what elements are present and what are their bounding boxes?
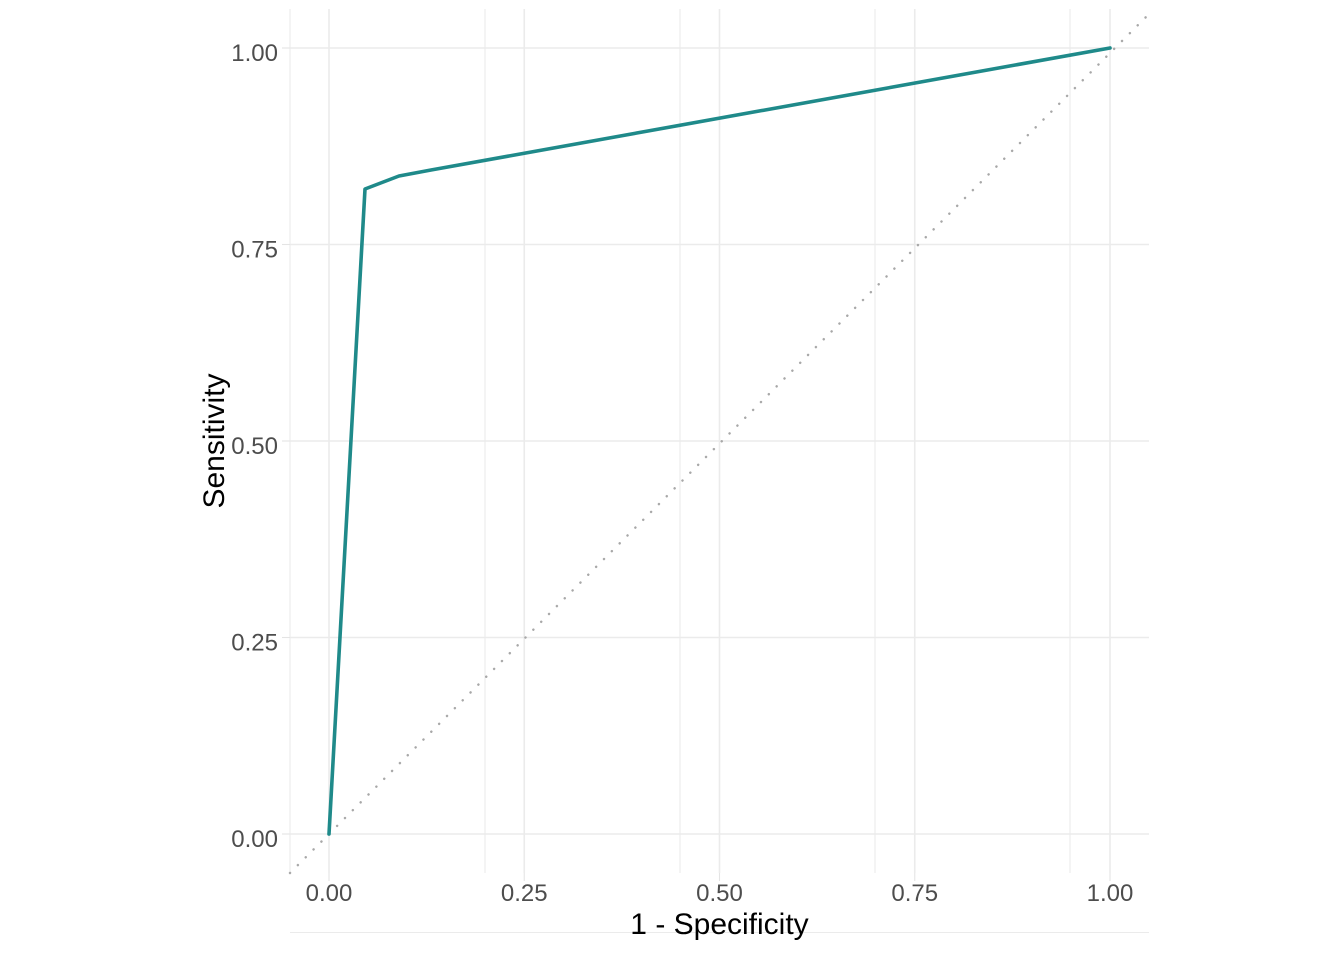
svg-text:0.75: 0.75: [231, 236, 278, 263]
svg-text:0.25: 0.25: [231, 629, 278, 656]
svg-text:0.25: 0.25: [501, 880, 548, 907]
svg-text:0.00: 0.00: [231, 826, 278, 853]
svg-text:1.00: 1.00: [1087, 880, 1134, 907]
svg-text:1 - Specificity: 1 - Specificity: [630, 908, 808, 941]
svg-text:0.50: 0.50: [696, 880, 743, 907]
svg-text:1.00: 1.00: [231, 40, 278, 67]
svg-text:0.00: 0.00: [306, 880, 353, 907]
svg-text:0.50: 0.50: [231, 433, 278, 460]
svg-text:0.75: 0.75: [891, 880, 938, 907]
svg-text:Sensitivity: Sensitivity: [198, 373, 231, 508]
